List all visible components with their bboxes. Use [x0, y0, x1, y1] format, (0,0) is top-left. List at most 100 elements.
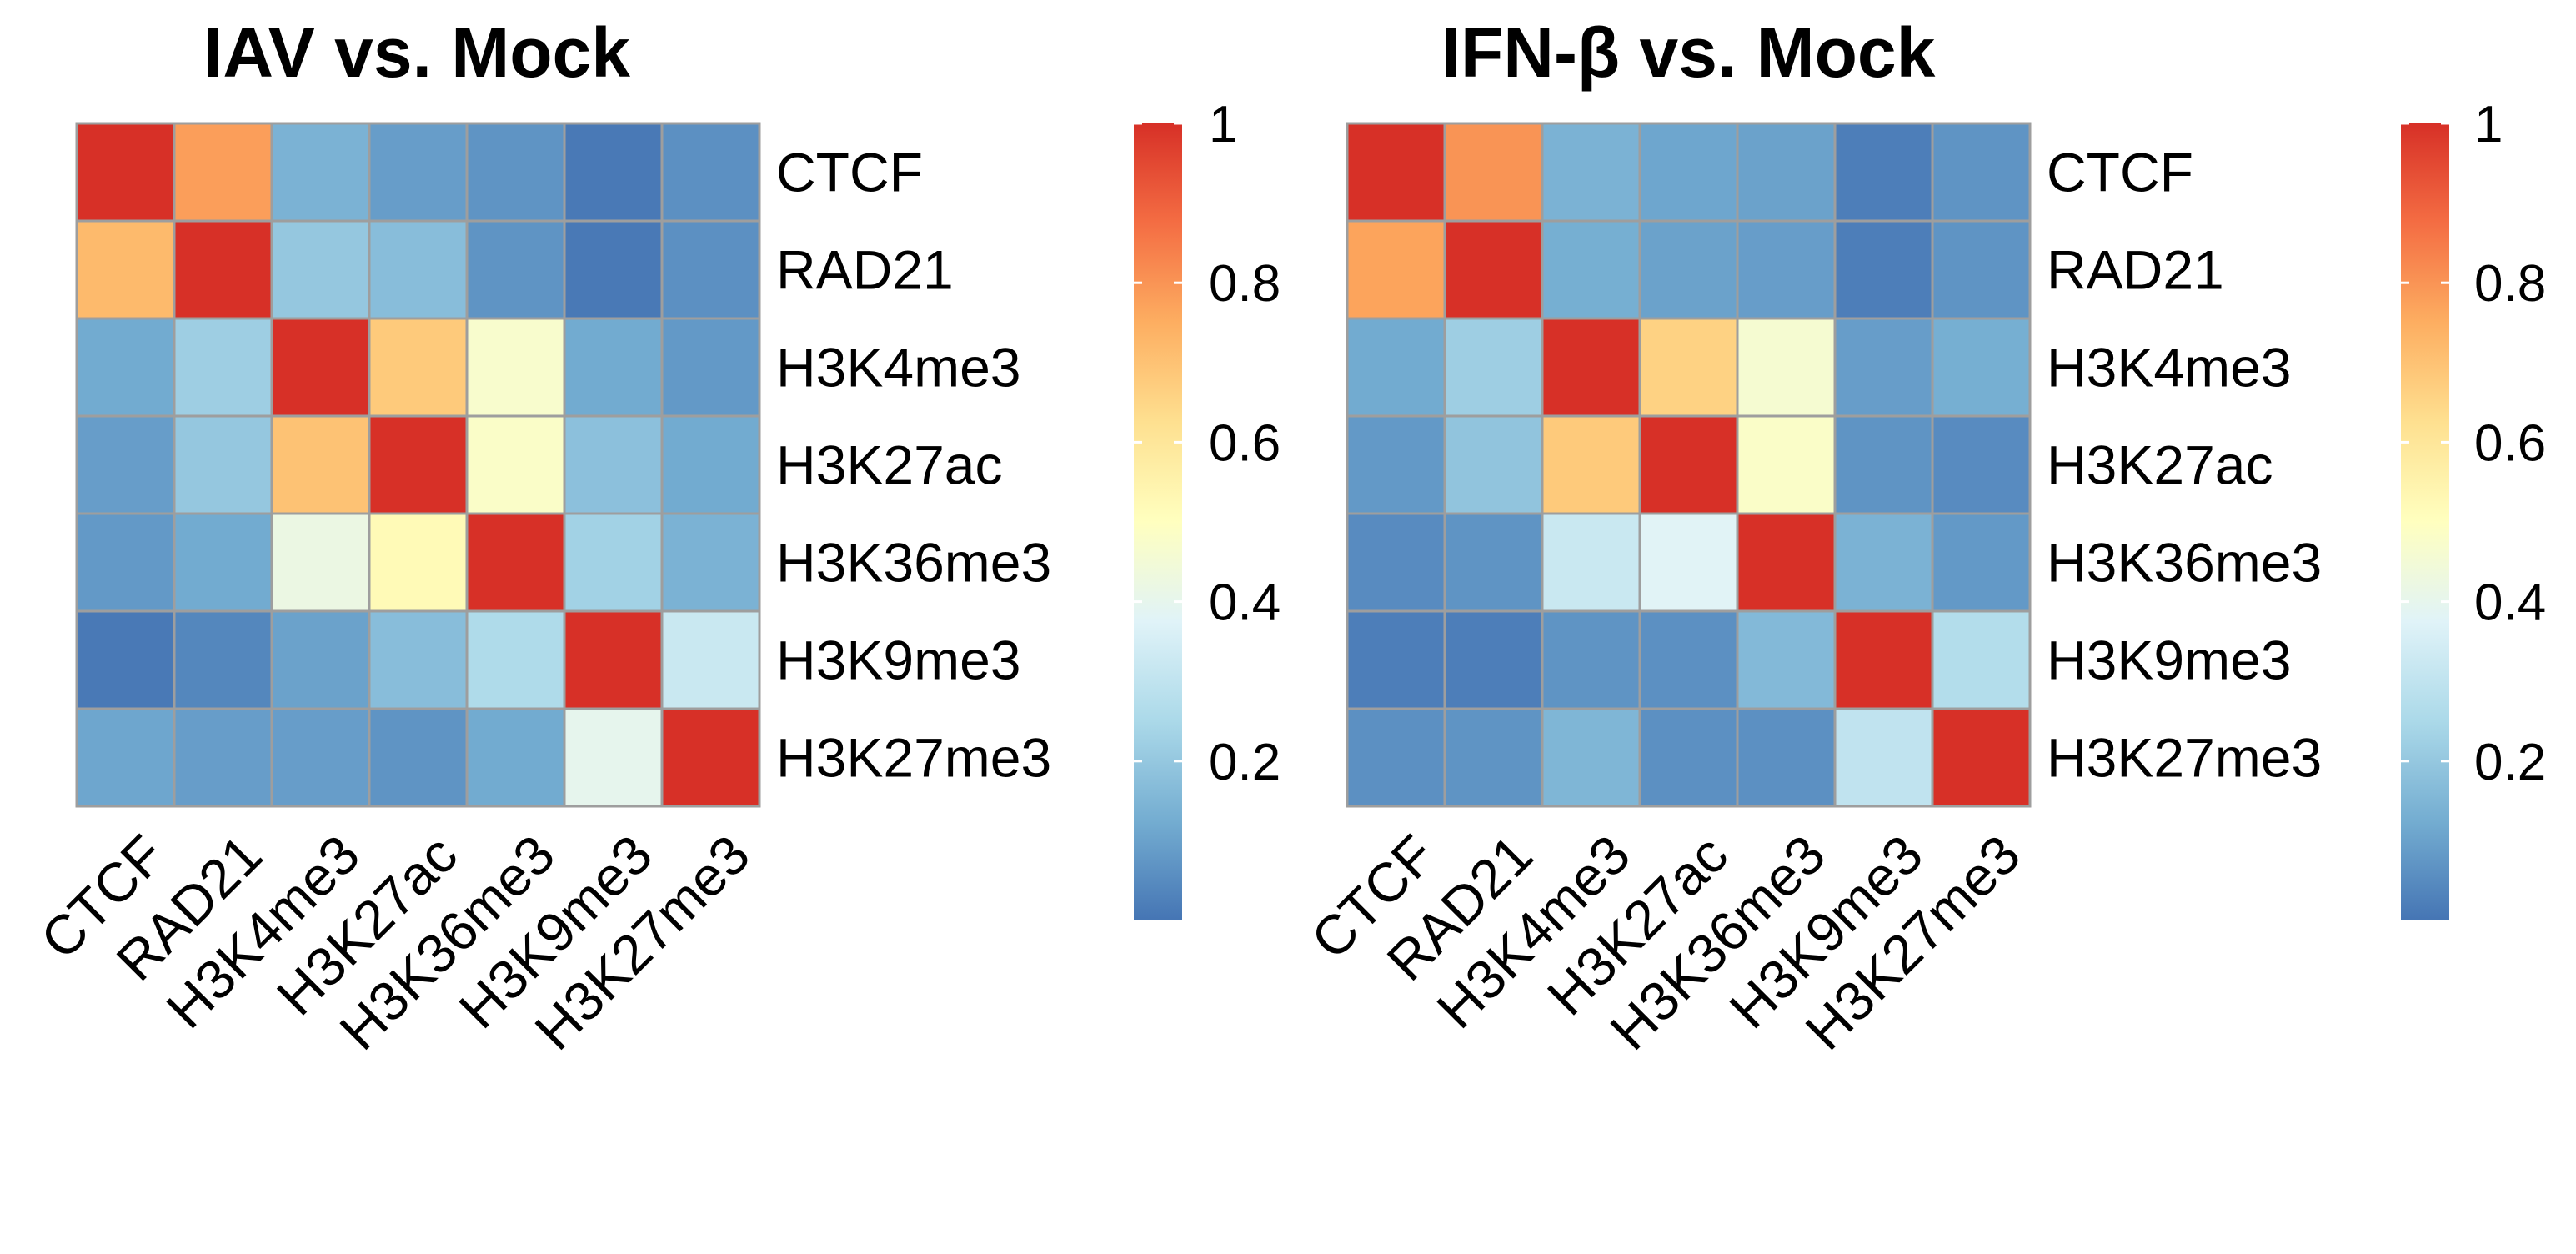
heatmap-cell — [1638, 317, 1739, 418]
colorbar — [1134, 123, 1182, 920]
heatmap-cell — [1931, 122, 2032, 223]
heatmap-cell — [1736, 707, 1837, 808]
heatmap-cell — [173, 414, 273, 515]
heatmap-cell — [1346, 219, 1446, 320]
colorbar — [2401, 123, 2449, 920]
heatmap-panel-2: IFN-β vs. Mock CTCF RAD21 H3K4me3 H3K27ac H3K… — [1299, 13, 2546, 1061]
colorbar-tick-label: 0.2 — [2474, 734, 2546, 791]
row-label: H3K27ac — [776, 434, 1003, 496]
heatmap-cell — [1736, 317, 1837, 418]
heatmap-cell — [368, 512, 469, 613]
colorbar-tick-label: 0.6 — [2474, 414, 2546, 472]
row-label: CTCF — [2047, 142, 2193, 203]
heatmap-cell — [1443, 317, 1544, 418]
heatmap-cell — [1833, 317, 1934, 418]
heatmap-cell — [75, 707, 176, 808]
heatmap-cell — [75, 219, 176, 320]
heatmap-cell — [1736, 609, 1837, 710]
heatmap-cell — [1736, 414, 1837, 515]
row-label: H3K36me3 — [2047, 532, 2322, 594]
heatmap-cell — [660, 707, 761, 808]
heatmap-cell — [465, 512, 566, 613]
row-label: H3K27me3 — [2047, 727, 2322, 789]
heatmap-cell — [1541, 609, 1641, 710]
heatmap-cell — [563, 219, 664, 320]
heatmap-cell — [1541, 414, 1641, 515]
heatmap-cell — [1931, 414, 2032, 515]
heatmap-cell — [1638, 512, 1739, 613]
colorbar-tick-label: 0.8 — [2474, 255, 2546, 313]
heatmap-cell — [1931, 512, 2032, 613]
row-label: H3K27ac — [2047, 434, 2273, 496]
heatmap-cell — [1931, 609, 2032, 710]
colorbar-tick-label: 1 — [2474, 96, 2503, 153]
heatmap-cell — [1346, 317, 1446, 418]
colorbar-tick-label: 0.6 — [1209, 414, 1280, 472]
row-label: H3K4me3 — [776, 337, 1021, 399]
heatmap-cell — [270, 609, 371, 710]
heatmap-cell — [1833, 512, 1934, 613]
colorbar-tick-label: 0.4 — [1209, 574, 1280, 632]
heatmap-cell — [1346, 707, 1446, 808]
heatmap-cell — [1833, 707, 1934, 808]
heatmap-cell — [1346, 122, 1446, 223]
colorbar-tick-label: 0.4 — [2474, 574, 2546, 632]
row-label: RAD21 — [776, 239, 954, 301]
heatmap-cell — [368, 707, 469, 808]
heatmap-cell — [173, 707, 273, 808]
heatmap-cell — [465, 414, 566, 515]
heatmap-cell — [1443, 122, 1544, 223]
row-label: H3K27me3 — [776, 727, 1051, 789]
heatmap-cell — [173, 317, 273, 418]
row-label: H3K9me3 — [776, 630, 1021, 691]
heatmap-cell — [1833, 414, 1934, 515]
heatmap-cell — [173, 122, 273, 223]
heatmap-cell — [270, 219, 371, 320]
heatmap-cell — [563, 122, 664, 223]
heatmap-cell — [465, 317, 566, 418]
heatmap-cell — [270, 122, 371, 223]
heatmap-cell — [465, 609, 566, 710]
heatmap-cell — [1541, 317, 1641, 418]
heatmap-cell — [1443, 414, 1544, 515]
heatmap-cell — [1638, 414, 1739, 515]
colorbar-tick-label: 1 — [1209, 96, 1237, 153]
heatmap-cell — [563, 317, 664, 418]
heatmap-cell — [368, 609, 469, 710]
heatmap-cell — [1346, 414, 1446, 515]
heatmap-cell — [1541, 707, 1641, 808]
heatmap-cell — [1736, 219, 1837, 320]
heatmap-cell — [465, 707, 566, 808]
heatmap-cell — [270, 317, 371, 418]
heatmap-cell — [563, 414, 664, 515]
row-label: H3K36me3 — [776, 532, 1051, 594]
heatmap-cell — [1541, 219, 1641, 320]
heatmap-panel-1: IAV vs. Mock CTCF RAD21 H3K4me3 H3K27ac H3K36… — [28, 13, 1280, 1061]
heatmap-cell — [75, 512, 176, 613]
heatmap-cell — [1443, 609, 1544, 710]
heatmap-cell — [1638, 219, 1739, 320]
heatmap-cell — [1638, 609, 1739, 710]
heatmap-cell — [173, 609, 273, 710]
heatmap-cell — [660, 122, 761, 223]
row-label: RAD21 — [2047, 239, 2224, 301]
heatmap-cell — [660, 512, 761, 613]
heatmap-cell — [1346, 609, 1446, 710]
heatmap-cell — [1541, 512, 1641, 613]
heatmap-cell — [1931, 707, 2032, 808]
heatmap-cell — [660, 219, 761, 320]
heatmap-cell — [563, 609, 664, 710]
heatmap-cell — [75, 414, 176, 515]
row-label: CTCF — [776, 142, 923, 203]
heatmap-cell — [1931, 317, 2032, 418]
heatmap-cell — [1638, 707, 1739, 808]
colorbar-tick-label: 0.8 — [1209, 255, 1280, 313]
heatmap-cell — [173, 219, 273, 320]
row-label: H3K4me3 — [2047, 337, 2292, 399]
heatmap-cell — [563, 707, 664, 808]
heatmap-cell — [368, 414, 469, 515]
heatmap-cell — [1638, 122, 1739, 223]
heatmap-cell — [1443, 707, 1544, 808]
heatmap-cell — [1736, 512, 1837, 613]
heatmap-cell — [270, 414, 371, 515]
